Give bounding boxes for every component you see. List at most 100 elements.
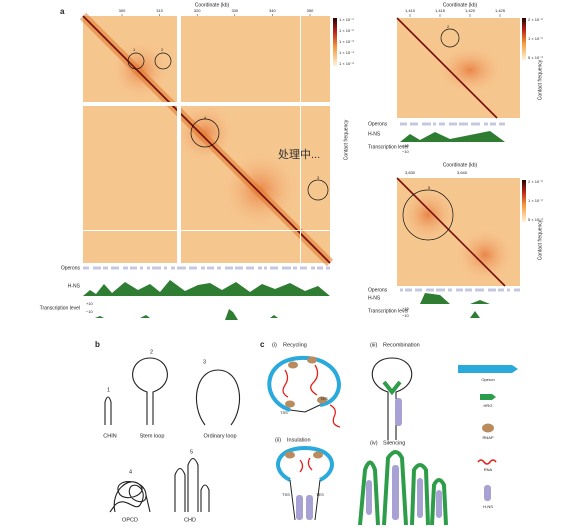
- model-number: (iii): [370, 342, 377, 348]
- tick-label: 1,410: [405, 8, 416, 13]
- operon-block: [164, 266, 167, 270]
- operon-block: [123, 266, 128, 270]
- panel-label: c: [260, 340, 265, 349]
- dna: [289, 479, 321, 521]
- structure-number: 2: [150, 349, 153, 355]
- model-name: Recombination: [383, 342, 420, 348]
- structure-number: 3: [203, 359, 206, 365]
- operon-block: [93, 266, 101, 270]
- colorbar-label: 1 × 10⁻²: [339, 28, 354, 33]
- site-label: TES: [316, 492, 324, 497]
- operon-block: [456, 288, 463, 292]
- graphic: [400, 288, 520, 292]
- circle-label: 4: [204, 115, 207, 120]
- diagonal: [396, 17, 498, 119]
- track-tick: −10: [86, 309, 94, 314]
- track-label: Operons: [368, 121, 388, 127]
- hns-track: [83, 280, 330, 296]
- operon-block: [449, 122, 457, 126]
- operon-block: [507, 288, 510, 292]
- circle: [127, 52, 145, 70]
- operon-block: [317, 266, 323, 270]
- hns: [296, 495, 303, 520]
- dna: [289, 404, 321, 413]
- model-number: (i): [272, 342, 277, 348]
- tick-label: 3,640: [457, 170, 468, 175]
- track-tick: −10: [402, 313, 410, 318]
- operon-block: [171, 266, 175, 270]
- structure: [104, 396, 112, 425]
- site-label: TSS: [280, 410, 288, 415]
- structure-number: 1: [107, 387, 110, 393]
- circle: [440, 28, 460, 48]
- operon-block: [498, 288, 504, 292]
- legend-hns: [484, 485, 491, 501]
- colorbar-label: 5 × 10⁻³: [528, 217, 543, 222]
- operon-block: [225, 266, 233, 270]
- operon-block: [490, 122, 496, 126]
- structure-name: CHD: [184, 517, 196, 523]
- axis-title: Coordinate (kb): [443, 2, 478, 8]
- legend-rna: [477, 459, 497, 465]
- colorbar-label: 5 × 10⁻³: [528, 55, 543, 60]
- structure: [195, 369, 241, 426]
- track-tick: −10: [402, 149, 410, 154]
- rnap: [288, 361, 298, 369]
- circle-label: 2: [161, 47, 164, 52]
- tick-label: 3,630: [405, 170, 416, 175]
- circle: [307, 179, 329, 201]
- transcription-track: [470, 311, 480, 318]
- operon-block: [130, 266, 137, 270]
- colorbar: [333, 18, 337, 66]
- model-number: (ii): [275, 437, 281, 443]
- model-number: (iv): [370, 440, 378, 446]
- graphic: 1 × 10⁻¹ 1 × 10⁻² 1 × 10⁻³ 1 × 10⁻⁴ 1 × 10⁻⁵: [339, 17, 354, 66]
- rna: [299, 457, 313, 473]
- structure-name: Ordinary loop: [203, 433, 236, 439]
- model-name: Insulation: [287, 437, 311, 443]
- track-label: H-NS: [68, 283, 81, 289]
- colorbar-title: Contact frequency: [537, 219, 543, 260]
- operon-block: [189, 266, 197, 270]
- gap: [83, 102, 330, 106]
- circle: [190, 118, 220, 148]
- structure-name: CHIN: [103, 433, 116, 439]
- rnap: [307, 356, 317, 364]
- hns: [417, 478, 423, 518]
- operon-block: [499, 122, 505, 126]
- legend-label: RNAP: [482, 435, 493, 440]
- operon-block: [475, 288, 484, 292]
- structure-name: OPCD: [122, 517, 138, 523]
- gap: [177, 16, 181, 263]
- domain: [400, 187, 456, 243]
- axis-title: Coordinate (kb): [195, 2, 230, 8]
- tick-label: 1,425: [495, 8, 506, 13]
- operon-block: [293, 266, 297, 270]
- transcription-track: [95, 309, 278, 320]
- hns: [306, 495, 313, 520]
- graphic: 2 × 10⁻² 1 × 10⁻² 5 × 10⁻³: [528, 179, 543, 222]
- hrg: [382, 380, 402, 396]
- panel-label: a: [60, 7, 65, 16]
- colorbar: [522, 180, 526, 222]
- graphic: 300 310 320 330 340 350: [119, 8, 314, 17]
- gap: [83, 230, 330, 231]
- circle-label: 3: [317, 175, 320, 180]
- operon-block: [282, 266, 291, 270]
- hns-track: [400, 131, 505, 142]
- operon-block: [484, 122, 488, 126]
- operon-block: [111, 266, 119, 270]
- graphic: [83, 266, 330, 270]
- tick-label: 1,420: [465, 8, 476, 13]
- rnap: [285, 451, 295, 459]
- legend-label: H-NS: [483, 504, 493, 509]
- graphic: 1,410 1,415 1,420 1,425: [405, 8, 506, 17]
- circle-label: 2: [447, 24, 450, 29]
- graphic: 2 × 10⁻² 1 × 10⁻² 5 × 10⁻³: [528, 17, 543, 60]
- rnap: [313, 451, 323, 459]
- rna: [282, 364, 341, 428]
- track-label: H-NS: [368, 295, 381, 301]
- operon-block: [311, 266, 315, 270]
